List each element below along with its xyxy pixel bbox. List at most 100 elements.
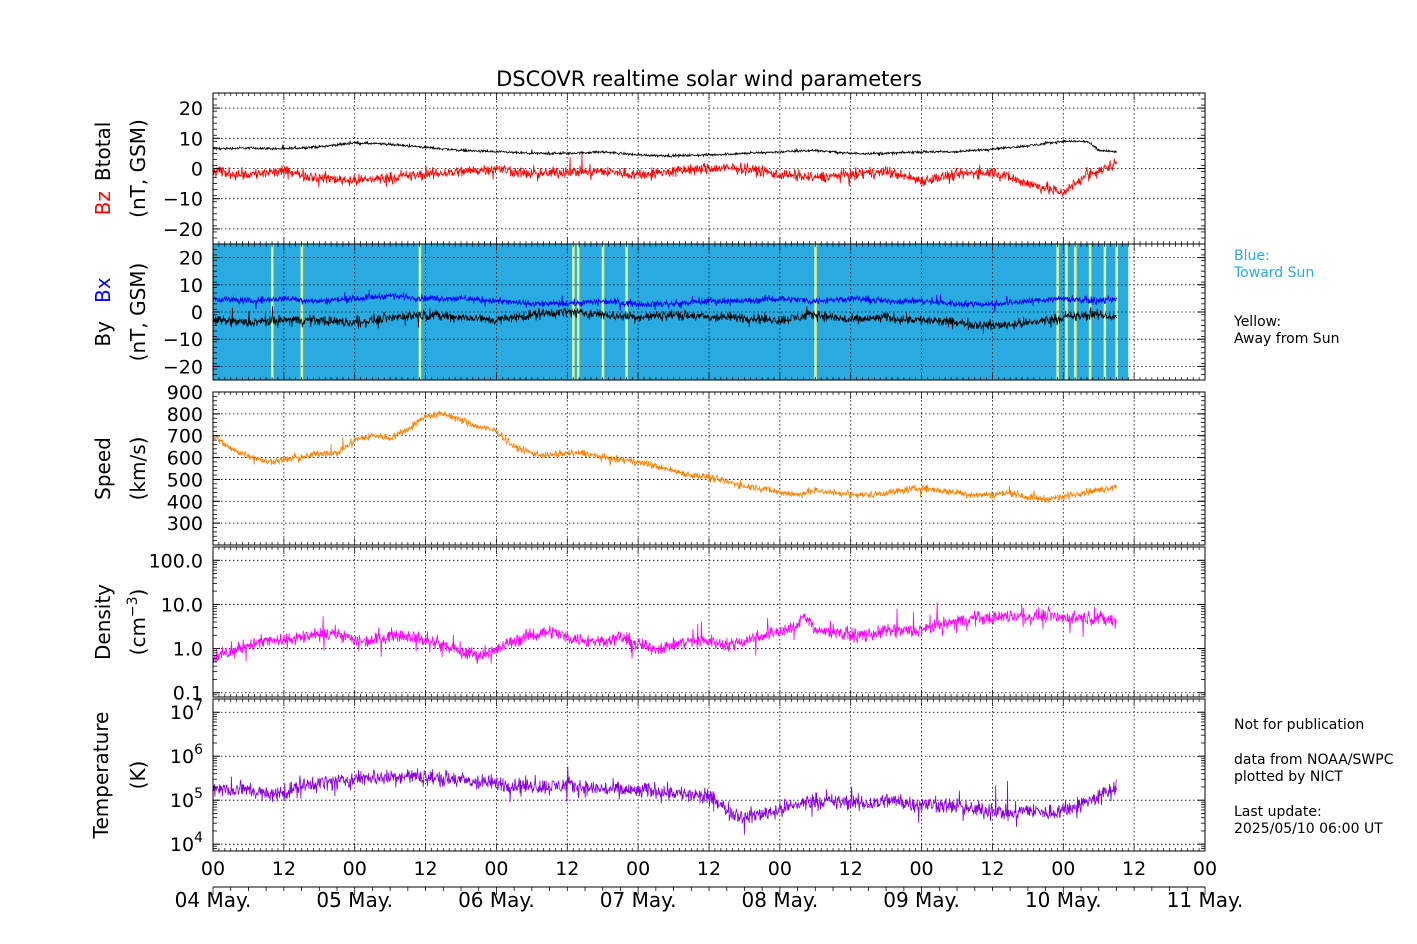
data-point-by [1098, 314, 1100, 316]
data-point-density [991, 617, 994, 619]
y-tick-label: 600 [167, 448, 203, 470]
data-point-density [903, 630, 905, 632]
y-tick-label: 400 [167, 491, 203, 513]
data-point-bx [1062, 297, 1064, 299]
data-point-temperature [672, 791, 675, 794]
data-point-temperature [478, 782, 480, 784]
data-point-temperature [726, 809, 728, 811]
data-point-bx [850, 297, 852, 299]
data-point-btotal [743, 152, 746, 154]
data-point-speed [991, 494, 994, 496]
series-temperature [213, 766, 1117, 835]
data-point-density [460, 652, 462, 654]
data-point-by [531, 314, 533, 316]
data-point-by [743, 316, 746, 319]
data-point-speed [1044, 498, 1047, 500]
grid-lines [213, 391, 1205, 545]
y-axis-label: Density (cm−3) [91, 584, 150, 660]
data-point-speed [531, 452, 533, 454]
data-point-bx [424, 297, 427, 299]
data-point-bx [1027, 300, 1029, 302]
data-point-temperature [230, 790, 232, 792]
y-tick-label: 10 [179, 275, 203, 297]
data-point-temperature [265, 794, 267, 796]
day-label: 05 May. [316, 888, 393, 912]
data-point-density [548, 630, 551, 632]
data-point-temperature [920, 803, 923, 806]
data-point-speed [460, 419, 462, 422]
data-point-temperature [495, 782, 498, 785]
data-point-density [814, 630, 816, 632]
data-point-btotal [1098, 149, 1100, 151]
data-point-temperature [300, 786, 303, 788]
x-tick-label: 12 [980, 858, 1004, 880]
data-point-density [885, 630, 887, 632]
data-point-bx [672, 303, 675, 305]
y-label-line2: (K) [126, 761, 150, 790]
data-point-bz [1074, 183, 1076, 185]
data-point-bz [495, 167, 498, 170]
data-point-temperature [531, 785, 533, 787]
data-point-btotal [531, 152, 533, 154]
data-point-bx [743, 300, 746, 302]
data-point-speed [1098, 489, 1100, 491]
data-point-speed [1062, 496, 1064, 498]
data-point-speed [885, 491, 887, 494]
data-point-bz [814, 176, 816, 179]
data-point-btotal [1086, 140, 1088, 142]
data-point-temperature [354, 778, 356, 780]
data-point-speed [495, 430, 498, 432]
y-label-line2: (nT, GSM) [126, 119, 150, 218]
data-point-speed [442, 413, 444, 415]
data-point-temperature [850, 801, 852, 803]
data-point-speed [1115, 485, 1118, 487]
data-point-speed [1080, 491, 1082, 494]
data-point-density [956, 621, 958, 623]
data-point-speed [566, 452, 568, 454]
y-ticks: 104 105 106 107 [170, 698, 1206, 856]
data-point-temperature [1044, 812, 1047, 815]
x-tick-label: 00 [909, 858, 933, 880]
y-label-line1: Density [91, 584, 115, 660]
data-point-bz [637, 173, 639, 176]
y-tick-label: 107 [170, 698, 203, 724]
data-point-btotal [850, 152, 852, 154]
x-tick-label: 00 [484, 858, 508, 880]
data-point-density [726, 644, 728, 646]
data-point-bx [283, 297, 285, 299]
data-point-btotal [566, 152, 568, 154]
panel-imf_components: −20 −10 0 10 20 ByBx (nT, GSM) [91, 243, 1206, 381]
data-point-by [885, 316, 887, 319]
data-point-bz [1115, 161, 1118, 164]
data-point-temperature [424, 776, 427, 778]
data-point-bx [389, 295, 391, 297]
day-label: 11 May. [1167, 888, 1244, 912]
y-tick-label: 500 [167, 469, 203, 491]
data-point-temperature [336, 781, 338, 783]
data-point-bx [247, 300, 250, 302]
data-point-density [850, 634, 852, 636]
panel-temperature: 104 105 106 107 Temperature (K) [89, 698, 1206, 856]
day-label: 07 May. [600, 888, 677, 912]
data-point-density [974, 617, 976, 619]
data-point-bx [1098, 300, 1100, 302]
note-plotter: plotted by NICT [1234, 769, 1343, 785]
data-point-speed [796, 494, 799, 496]
grid-lines [213, 244, 1205, 380]
legend-yellow-label: Yellow: [1234, 314, 1282, 330]
data-point-by [354, 322, 356, 324]
data-point-speed [371, 435, 374, 437]
data-point-speed [602, 456, 604, 459]
x-tick-label: 12 [555, 858, 579, 880]
data-point-temperature [1009, 812, 1011, 815]
data-point-by [1115, 316, 1118, 319]
data-point-temperature [389, 777, 391, 779]
y-tick-label: 106 [170, 742, 203, 768]
y-tick-label: −10 [163, 329, 203, 351]
y-axis-label: ByBx (nT, GSM) [91, 263, 150, 362]
data-point-by [672, 314, 675, 316]
data-point-bx [637, 303, 639, 305]
